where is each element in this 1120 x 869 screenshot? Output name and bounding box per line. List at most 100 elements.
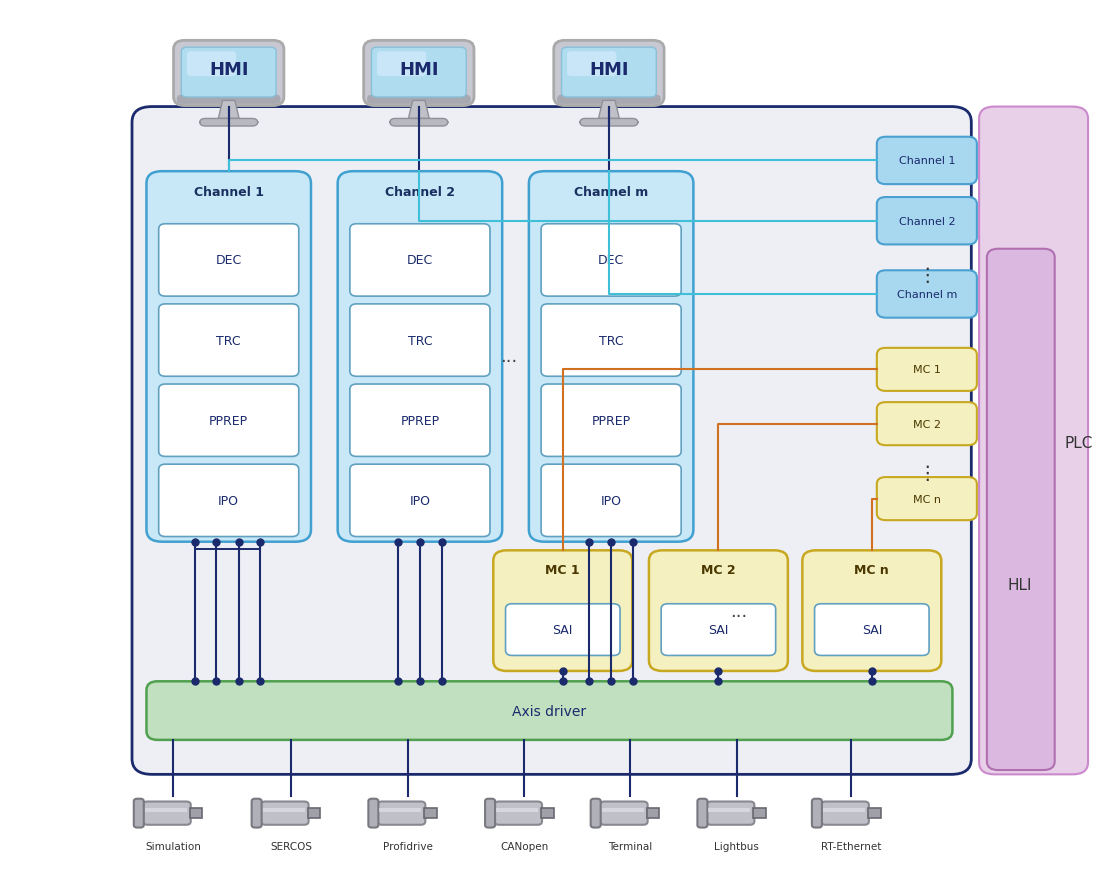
FancyBboxPatch shape: [541, 465, 681, 537]
FancyBboxPatch shape: [252, 799, 262, 827]
FancyBboxPatch shape: [529, 172, 693, 542]
Bar: [424, 808, 437, 819]
Text: IPO: IPO: [218, 494, 240, 507]
Text: Terminal: Terminal: [608, 841, 652, 851]
Text: HMI: HMI: [209, 61, 249, 78]
Text: Axis driver: Axis driver: [512, 704, 587, 718]
Text: MC 2: MC 2: [913, 419, 941, 429]
Text: ⋮: ⋮: [917, 266, 936, 285]
Text: PPREP: PPREP: [400, 415, 439, 428]
FancyBboxPatch shape: [349, 385, 489, 457]
FancyBboxPatch shape: [821, 801, 869, 825]
FancyBboxPatch shape: [337, 172, 502, 542]
Bar: [646, 808, 660, 819]
FancyBboxPatch shape: [349, 465, 489, 537]
Text: DEC: DEC: [598, 254, 624, 267]
Polygon shape: [598, 102, 619, 119]
FancyBboxPatch shape: [159, 224, 299, 297]
Text: Channel m: Channel m: [897, 289, 956, 300]
FancyBboxPatch shape: [132, 108, 971, 774]
Text: MC n: MC n: [855, 563, 889, 576]
FancyBboxPatch shape: [181, 48, 277, 98]
FancyBboxPatch shape: [174, 42, 283, 107]
Text: PPREP: PPREP: [209, 415, 249, 428]
FancyBboxPatch shape: [147, 172, 311, 542]
Text: ...: ...: [501, 348, 517, 366]
Text: MC 1: MC 1: [545, 563, 580, 576]
Text: MC 2: MC 2: [701, 563, 736, 576]
Text: TRC: TRC: [408, 335, 432, 348]
FancyBboxPatch shape: [367, 96, 470, 105]
Bar: [754, 808, 766, 819]
Text: PLC: PLC: [1065, 435, 1093, 451]
FancyBboxPatch shape: [364, 42, 474, 107]
FancyBboxPatch shape: [372, 48, 466, 98]
FancyBboxPatch shape: [541, 304, 681, 377]
Text: Channel 1: Channel 1: [898, 156, 955, 166]
Text: SAI: SAI: [708, 623, 729, 636]
FancyBboxPatch shape: [377, 52, 427, 77]
FancyBboxPatch shape: [590, 799, 600, 827]
FancyBboxPatch shape: [557, 96, 661, 105]
Text: Lightbus: Lightbus: [715, 841, 759, 851]
FancyBboxPatch shape: [877, 348, 977, 391]
Text: TRC: TRC: [216, 335, 241, 348]
FancyBboxPatch shape: [494, 801, 542, 825]
FancyBboxPatch shape: [368, 799, 379, 827]
Text: MC n: MC n: [913, 494, 941, 504]
FancyBboxPatch shape: [349, 304, 489, 377]
Bar: [144, 808, 187, 812]
FancyBboxPatch shape: [802, 551, 941, 671]
FancyBboxPatch shape: [707, 801, 755, 825]
Bar: [189, 808, 203, 819]
Bar: [601, 808, 644, 812]
Polygon shape: [218, 102, 239, 119]
Text: SERCOS: SERCOS: [270, 841, 312, 851]
FancyBboxPatch shape: [493, 551, 633, 671]
FancyBboxPatch shape: [187, 52, 236, 77]
FancyBboxPatch shape: [661, 604, 776, 656]
Text: HMI: HMI: [399, 61, 439, 78]
FancyBboxPatch shape: [261, 801, 309, 825]
Bar: [262, 808, 305, 812]
FancyBboxPatch shape: [159, 385, 299, 457]
FancyBboxPatch shape: [541, 385, 681, 457]
Text: Simulation: Simulation: [146, 841, 202, 851]
Bar: [380, 808, 421, 812]
FancyBboxPatch shape: [505, 604, 620, 656]
Text: ⋮: ⋮: [917, 464, 936, 482]
FancyBboxPatch shape: [553, 42, 664, 107]
FancyBboxPatch shape: [567, 52, 616, 77]
FancyBboxPatch shape: [133, 799, 143, 827]
FancyBboxPatch shape: [877, 137, 977, 185]
FancyBboxPatch shape: [485, 799, 495, 827]
FancyBboxPatch shape: [979, 108, 1088, 774]
FancyBboxPatch shape: [561, 48, 656, 98]
FancyBboxPatch shape: [580, 119, 638, 127]
Text: DEC: DEC: [407, 254, 433, 267]
FancyBboxPatch shape: [377, 801, 426, 825]
Text: MC 1: MC 1: [913, 365, 941, 375]
FancyBboxPatch shape: [143, 801, 190, 825]
FancyBboxPatch shape: [390, 119, 448, 127]
FancyBboxPatch shape: [159, 304, 299, 377]
FancyBboxPatch shape: [177, 96, 280, 105]
FancyBboxPatch shape: [648, 551, 787, 671]
Text: Channel 2: Channel 2: [385, 186, 455, 199]
FancyBboxPatch shape: [199, 119, 258, 127]
FancyBboxPatch shape: [877, 478, 977, 521]
FancyBboxPatch shape: [877, 402, 977, 446]
Text: RT-Ethernet: RT-Ethernet: [821, 841, 881, 851]
FancyBboxPatch shape: [987, 249, 1055, 770]
Polygon shape: [409, 102, 429, 119]
Text: HLI: HLI: [1008, 578, 1033, 593]
Text: Profidrive: Profidrive: [383, 841, 432, 851]
Bar: [868, 808, 880, 819]
Text: SAI: SAI: [552, 623, 573, 636]
Bar: [308, 808, 320, 819]
FancyBboxPatch shape: [812, 799, 822, 827]
FancyBboxPatch shape: [877, 198, 977, 245]
FancyBboxPatch shape: [698, 799, 708, 827]
Text: HMI: HMI: [589, 61, 628, 78]
Bar: [709, 808, 750, 812]
